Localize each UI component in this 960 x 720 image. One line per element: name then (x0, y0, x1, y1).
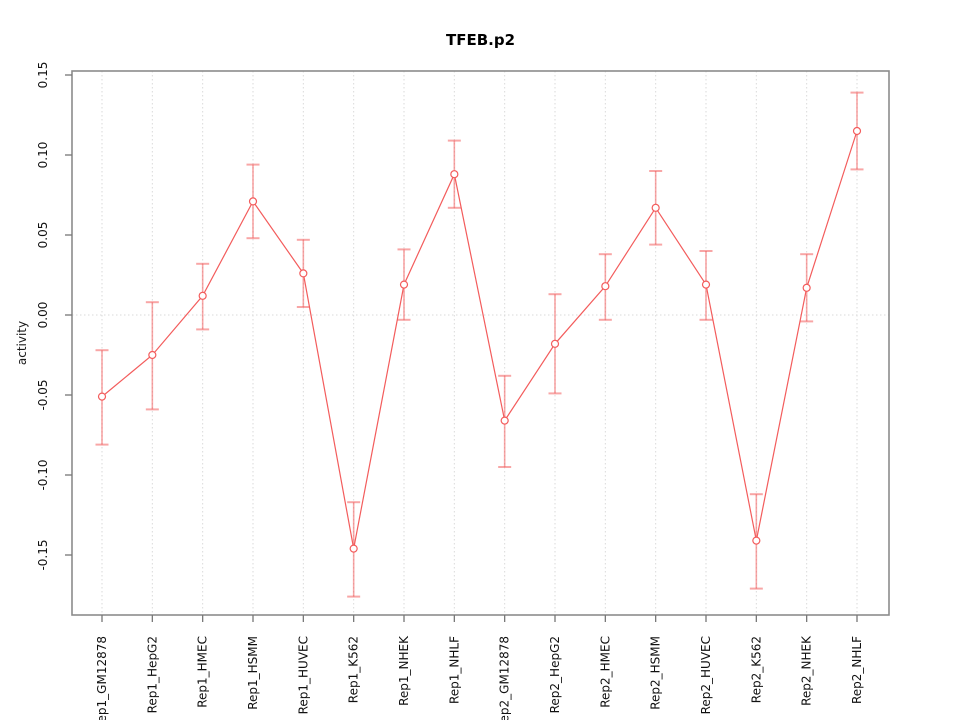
y-tick-label: -0.15 (36, 539, 50, 570)
x-tick-label: Rep2_HUVEC (699, 636, 713, 714)
x-tick-label: Rep2_HepG2 (548, 636, 562, 713)
x-tick-label: Rep1_NHEK (397, 635, 411, 706)
x-tick-label: Rep1_HMEC (196, 636, 210, 708)
data-point-marker (651, 203, 660, 212)
y-axis-title: activity (15, 321, 29, 365)
x-tick-label: Rep2_HSMM (649, 636, 663, 710)
data-point-marker (349, 544, 358, 553)
y-tick-label: 0.15 (36, 62, 50, 89)
axis-ticks-layer: -0.15 -0.10 -0.05 0.00 0.05 0.10 0.15 Rep1_GM12… (36, 62, 864, 720)
gridlines-layer (72, 71, 889, 615)
x-tick-label: Rep1_NHLF (447, 636, 461, 704)
data-layer (95, 91, 864, 598)
data-point-marker (399, 280, 409, 289)
x-tick-label: Rep1_K562 (347, 636, 361, 703)
data-point-marker (248, 197, 258, 206)
x-tick-label: Rep2_NHEK (800, 635, 814, 706)
data-point-marker (148, 350, 157, 360)
x-tick-label: Rep2_HMEC (598, 636, 612, 708)
x-tick-label: Rep1_HepG2 (145, 636, 159, 713)
data-point-marker (299, 269, 308, 278)
x-tick-label: Rep1_GM12878 (95, 636, 109, 720)
chart-title: TFEB.p2 (446, 31, 515, 49)
plot-frame (71, 70, 890, 616)
data-point-marker (752, 536, 761, 545)
x-tick-label: Rep2_NHLF (850, 636, 864, 704)
data-point-marker (450, 170, 459, 179)
y-tick-label: 0.05 (36, 222, 50, 249)
data-point-marker (198, 291, 207, 300)
y-tick-label: 0.00 (36, 302, 50, 329)
x-tick-label: Rep1_HUVEC (296, 636, 310, 714)
y-tick-label: 0.10 (36, 142, 50, 169)
x-tick-label: Rep2_K562 (749, 636, 763, 703)
data-point-marker (550, 339, 560, 348)
data-point-marker (500, 416, 509, 425)
y-tick-label: -0.10 (36, 459, 50, 490)
data-point-marker (802, 283, 811, 292)
data-point-marker (852, 126, 862, 136)
x-tick-label: Rep2_GM12878 (498, 636, 512, 720)
data-point-marker (97, 392, 107, 401)
x-tick-label: Rep1_HSMM (246, 636, 260, 710)
series-line (101, 130, 858, 549)
plot-frame-layer (71, 70, 890, 616)
data-point-marker (701, 280, 711, 289)
y-tick-label: -0.05 (36, 379, 50, 410)
data-point-marker (601, 282, 610, 291)
